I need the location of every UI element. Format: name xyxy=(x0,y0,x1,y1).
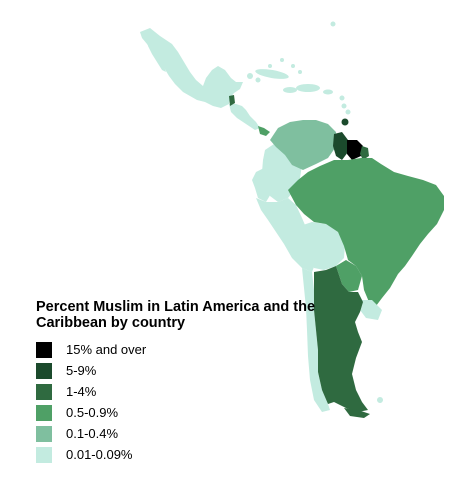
region-belize xyxy=(229,95,235,106)
region-baja-california xyxy=(148,40,166,72)
legend: Percent Muslim in Latin America and the … xyxy=(36,299,336,465)
region-central-america xyxy=(229,104,260,130)
region-french-guiana xyxy=(360,146,369,160)
legend-item: 0.1-0.4% xyxy=(36,423,336,444)
legend-swatch xyxy=(36,341,52,358)
region-peru xyxy=(256,198,316,272)
legend-item: 0.5-0.9% xyxy=(36,402,336,423)
legend-label: 15% and over xyxy=(66,342,147,357)
legend-item: 5-9% xyxy=(36,360,336,381)
region-falklands xyxy=(377,397,383,403)
legend-label: 0.01-0.09% xyxy=(66,447,133,462)
legend-swatch xyxy=(36,446,52,463)
region-trinidad xyxy=(341,118,349,126)
region-suriname xyxy=(347,140,363,160)
legend-title: Percent Muslim in Latin America and the … xyxy=(36,299,316,331)
legend-item: 1-4% xyxy=(36,381,336,402)
region-brazil xyxy=(288,158,444,306)
region-ecuador xyxy=(252,168,272,202)
legend-label: 0.1-0.4% xyxy=(66,426,119,441)
legend-swatch xyxy=(36,362,52,379)
region-venezuela xyxy=(270,120,336,170)
region-panama xyxy=(258,126,270,136)
legend-swatch xyxy=(36,383,52,400)
region-paraguay xyxy=(336,260,362,292)
legend-swatch xyxy=(36,404,52,421)
region-uruguay xyxy=(360,300,382,320)
legend-label: 1-4% xyxy=(66,384,97,399)
region-bolivia xyxy=(300,222,345,270)
region-chile xyxy=(302,268,330,412)
region-argentina xyxy=(314,266,368,412)
legend-item: 15% and over xyxy=(36,339,336,360)
legend-swatch xyxy=(36,425,52,442)
region-mexico xyxy=(140,28,243,108)
region-tierra-del-fuego xyxy=(344,408,370,418)
legend-label: 5-9% xyxy=(66,363,97,378)
legend-label: 0.5-0.9% xyxy=(66,405,119,420)
caribbean-islands xyxy=(247,21,351,115)
legend-item: 0.01-0.09% xyxy=(36,444,336,465)
legend-items: 15% and over 5-9% 1-4% 0.5-0.9% 0.1-0.4%… xyxy=(36,339,336,465)
region-guyana xyxy=(333,132,348,160)
